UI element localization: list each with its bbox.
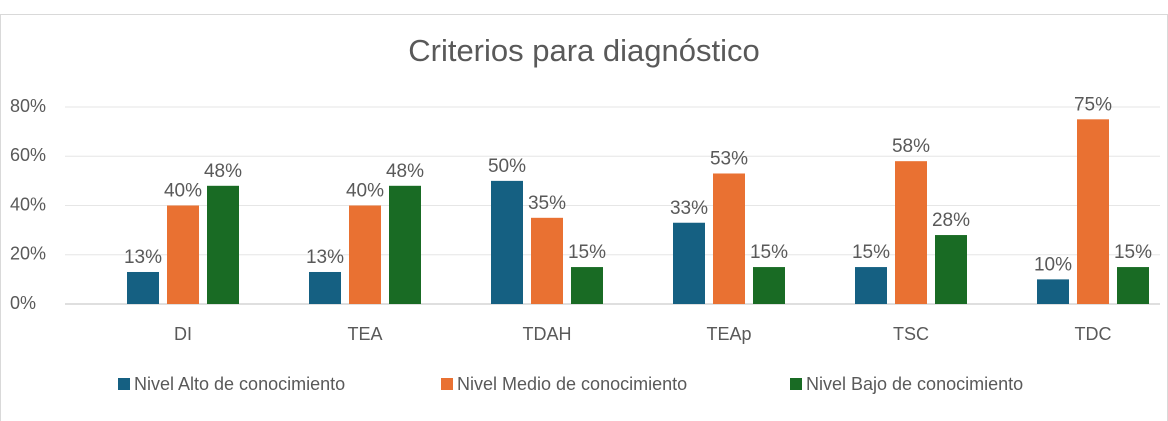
bar [207,185,239,304]
data-label: 75% [1074,94,1112,115]
data-label: 10% [1034,254,1072,275]
data-label: 40% [164,181,202,202]
bar [309,271,341,304]
y-tick-label: 60% [10,145,46,165]
legend-swatch [441,378,453,390]
bar [349,205,381,304]
bar [1077,119,1109,304]
chart-title: Criterios para diagnóstico [408,33,760,68]
x-tick-label: TEA [347,324,382,344]
data-label: 48% [386,161,424,182]
bar [571,267,603,304]
bar [1117,267,1149,304]
data-label: 48% [204,161,242,182]
bar [127,271,159,304]
x-tick-label: DI [174,324,192,344]
bar [491,180,523,304]
data-label: 58% [892,136,930,157]
legend-label: Nivel Alto de conocimiento [134,374,345,394]
data-label: 28% [932,210,970,231]
data-label: 13% [124,247,162,268]
y-tick-label: 20% [10,244,46,264]
data-label: 53% [710,149,748,170]
data-label: 15% [1114,242,1152,263]
bar [531,217,563,304]
data-label: 15% [568,242,606,263]
bar [855,267,887,304]
x-tick-label: TEAp [706,324,751,344]
bar [935,235,967,304]
data-label: 13% [306,247,344,268]
x-tick-label: TSC [893,324,929,344]
bar [713,173,745,304]
legend-swatch [790,378,802,390]
legend-swatch [118,378,130,390]
bar [673,222,705,304]
bar [753,267,785,304]
y-tick-label: 40% [10,194,46,214]
data-label: 33% [670,198,708,219]
x-tick-label: TDAH [523,324,572,344]
bar [1037,279,1069,304]
data-label: 40% [346,181,384,202]
data-label: 35% [528,193,566,214]
x-tick-label: TDC [1075,324,1112,344]
y-tick-label: 0% [10,293,36,313]
data-label: 15% [852,242,890,263]
legend-label: Nivel Bajo de conocimiento [806,374,1023,394]
data-label: 50% [488,156,526,177]
y-tick-label: 80% [10,96,46,116]
bar [389,185,421,304]
data-label: 15% [750,242,788,263]
bar [167,205,199,304]
bar [895,161,927,304]
legend-label: Nivel Medio de conocimiento [457,374,687,394]
